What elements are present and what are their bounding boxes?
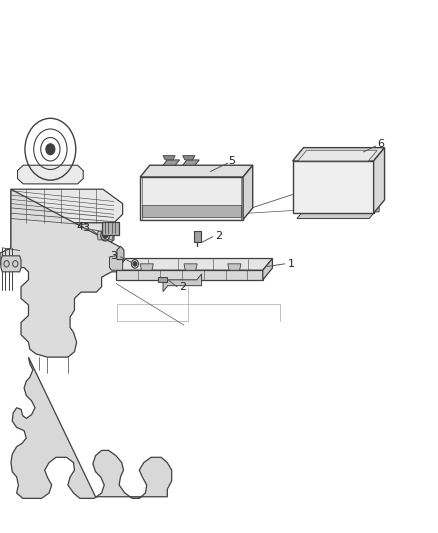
- Polygon shape: [158, 277, 167, 282]
- Polygon shape: [183, 156, 195, 160]
- Polygon shape: [263, 259, 272, 280]
- Polygon shape: [11, 189, 123, 223]
- Polygon shape: [97, 231, 113, 240]
- Polygon shape: [183, 160, 199, 165]
- Text: 4: 4: [77, 222, 84, 231]
- Polygon shape: [140, 165, 253, 177]
- Text: 5: 5: [229, 156, 236, 166]
- Polygon shape: [293, 161, 374, 213]
- Polygon shape: [163, 160, 180, 165]
- Polygon shape: [140, 177, 243, 220]
- Polygon shape: [163, 274, 201, 292]
- Polygon shape: [142, 205, 241, 217]
- Polygon shape: [297, 207, 379, 219]
- Polygon shape: [140, 264, 153, 270]
- Polygon shape: [293, 148, 385, 161]
- Polygon shape: [116, 259, 272, 270]
- Text: 3: 3: [82, 223, 89, 233]
- Polygon shape: [110, 255, 123, 270]
- Polygon shape: [117, 246, 124, 260]
- Text: 6: 6: [378, 139, 385, 149]
- Polygon shape: [18, 165, 83, 184]
- Circle shape: [133, 262, 137, 266]
- Polygon shape: [0, 189, 122, 357]
- Polygon shape: [11, 357, 172, 498]
- Polygon shape: [11, 223, 114, 248]
- Text: 2: 2: [180, 282, 187, 292]
- Polygon shape: [102, 222, 119, 235]
- Polygon shape: [1, 256, 21, 272]
- Polygon shape: [228, 264, 241, 270]
- Polygon shape: [243, 165, 253, 220]
- Circle shape: [46, 144, 55, 155]
- Text: 1: 1: [288, 259, 295, 269]
- Polygon shape: [298, 150, 377, 161]
- Circle shape: [103, 233, 107, 238]
- Polygon shape: [163, 156, 175, 160]
- Polygon shape: [184, 264, 197, 270]
- Polygon shape: [116, 270, 263, 280]
- Polygon shape: [374, 148, 385, 213]
- Text: 2: 2: [215, 231, 223, 240]
- Polygon shape: [194, 231, 201, 242]
- Text: 3: 3: [110, 251, 117, 261]
